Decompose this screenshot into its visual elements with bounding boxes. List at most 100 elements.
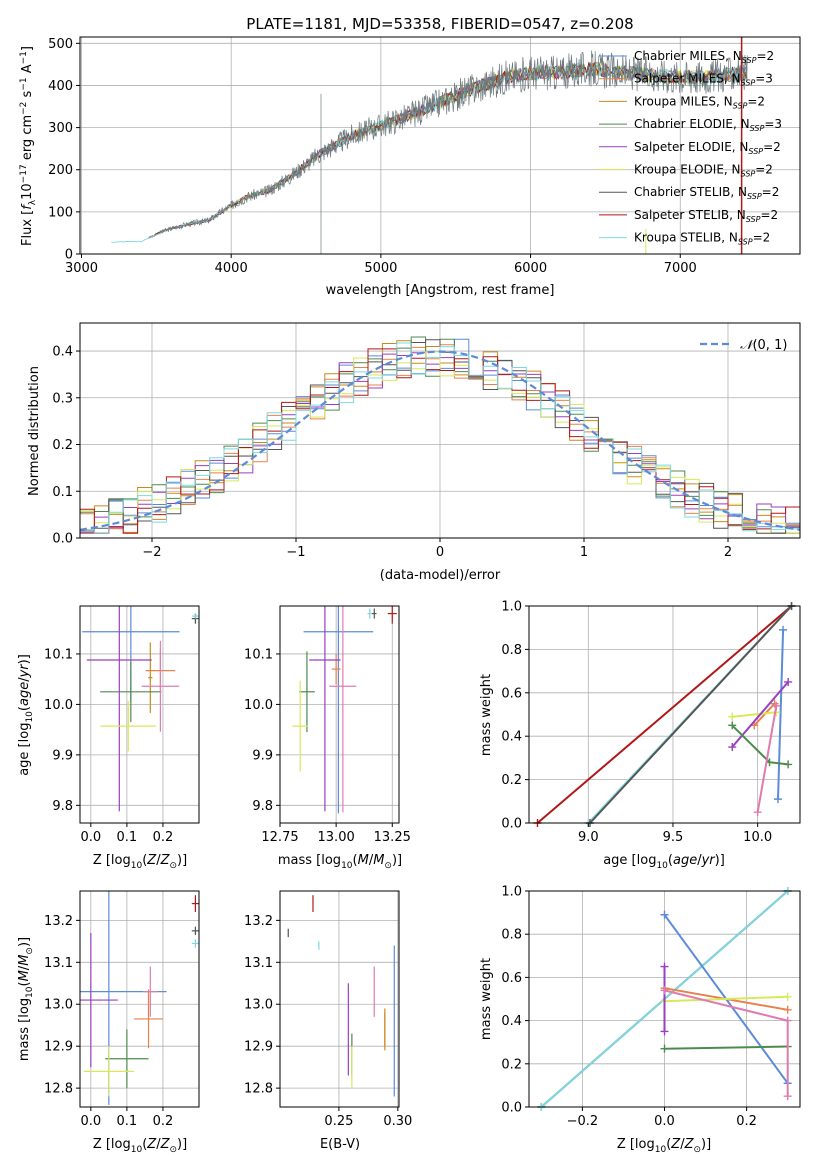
plot-area-residuals (79, 336, 801, 534)
panel-mass_vs_ebv: 0.25 0.30 12.8 12.9 13.0 13.1 13.2 E(B-V) (244, 890, 412, 1152)
y-tick-label: 13.2 (44, 914, 73, 929)
x-tick-label: 0.0 (654, 1114, 675, 1129)
spectrum-model-kroupa_stelib (111, 61, 748, 243)
plot-area-age_vs_Z (82, 606, 199, 812)
x-tick-label: 0.2 (153, 1114, 174, 1129)
y-tick-label: 0 (65, 248, 73, 263)
x-tick-label: −1 (286, 545, 305, 560)
x-axis-label: Z [log10(Z/Z⊙)] (617, 1137, 711, 1155)
plot-area-massweight_vs_age (533, 602, 796, 827)
normal-curve (79, 350, 801, 531)
line-salpeter_miles (753, 702, 776, 727)
panel-spectrum: 3000 4000 5000 6000 7000 0 100 200 300 400 500 Chab… (19, 36, 801, 298)
legend-label: Salpeter MILES, NSSP=3 (634, 72, 773, 88)
marker-salpeter_elodie (784, 677, 793, 686)
y-tick-label: 0.2 (501, 773, 522, 788)
marker-chabrier_miles (660, 910, 669, 919)
y-tick-label: 9.8 (52, 799, 73, 814)
y-tick-label: 9.9 (52, 748, 73, 763)
y-tick-label: 13.0 (44, 998, 73, 1013)
histogram-kroupa_elodie (80, 351, 800, 534)
y-tick-label: 400 (48, 79, 73, 94)
y-tick-label: 0.1 (52, 485, 73, 500)
x-axis-label: E(B-V) (320, 1137, 360, 1152)
legend-label: Kroupa ELODIE, NSSP=2 (634, 163, 773, 179)
y-tick-label: 0.8 (501, 928, 522, 943)
y-tick-label: 0.8 (501, 643, 522, 658)
x-axis-label: Z [log10(Z/Z⊙)] (93, 853, 187, 871)
line-salpeter_elodie (731, 681, 789, 748)
x-tick-label: 0.0 (80, 1114, 101, 1129)
plot-area-spectrum (111, 37, 748, 254)
points-mass_vs_ebv (287, 895, 395, 1097)
axes-frame (79, 890, 200, 1108)
y-tick-label: 12.9 (244, 1040, 273, 1055)
y-axis-label: Normed distribution (27, 366, 42, 496)
y-tick-label: 10.0 (244, 698, 273, 713)
y-tick-label: 13.0 (244, 998, 273, 1013)
axes-frame (279, 605, 400, 824)
x-tick-label: 2 (724, 545, 732, 560)
x-tick-label: 13.25 (374, 830, 411, 845)
spectrum-observed (159, 50, 748, 235)
x-tick-label: 1 (580, 545, 588, 560)
y-tick-label: 0.3 (52, 391, 73, 406)
y-tick-label: 500 (48, 37, 73, 52)
x-axis-label: mass [log10(M/M⊙)] (278, 853, 402, 871)
y-tick-label: 200 (48, 163, 73, 178)
y-tick-label: 9.8 (252, 799, 273, 814)
y-tick-label: 10.1 (44, 647, 73, 662)
y-axis-label: mass [log10(M/M⊙)] (17, 937, 35, 1061)
y-tick-label: 0.2 (52, 438, 73, 453)
y-tick-label: 10.1 (244, 647, 273, 662)
x-tick-label: 5000 (364, 261, 397, 276)
y-tick-label: 0.0 (501, 817, 522, 832)
x-tick-label: 0.1 (117, 1114, 138, 1129)
marker-kroupa_elodie (783, 992, 792, 1001)
axes-frame (79, 322, 801, 539)
legend-label: Chabrier STELIB, NSSP=2 (634, 185, 779, 201)
y-tick-label: 0.4 (501, 1014, 522, 1029)
x-tick-label: 0 (436, 545, 444, 560)
y-tick-label: 12.9 (44, 1040, 73, 1055)
y-tick-label: 0.6 (501, 971, 522, 986)
x-tick-label: 0.25 (324, 1114, 353, 1129)
x-axis-label: wavelength [Angstrom, rest frame] (326, 283, 555, 298)
y-tick-label: 100 (48, 205, 73, 220)
plot-area-mass_vs_ebv (287, 895, 395, 1097)
legend-label: Salpeter ELODIE, NSSP=2 (634, 140, 781, 156)
marker-pink (783, 1016, 792, 1025)
y-tick-label: 1.0 (501, 600, 522, 615)
x-tick-label: −0.2 (567, 1114, 599, 1129)
x-tick-label: 0.1 (117, 830, 138, 845)
x-tick-label: 6000 (514, 261, 547, 276)
panel-residuals: −2 −1 0 1 2 0.0 0.1 0.2 0.3 0.4 𝒩(0, 1) (data-model… (27, 322, 801, 583)
marker-salpeter_miles (783, 1005, 792, 1014)
x-tick-label: 9.0 (578, 830, 599, 845)
y-axis-label: mass weight (479, 958, 494, 1040)
axes-frame (528, 890, 801, 1108)
x-tick-label: 7000 (664, 261, 697, 276)
marker-kroupa_elodie (728, 712, 737, 721)
marker-pink (660, 986, 669, 995)
y-tick-label: 0.6 (501, 686, 522, 701)
marker-salpeter_elodie (728, 743, 737, 752)
legend-label: Kroupa MILES, NSSP=2 (634, 94, 765, 110)
x-tick-label: 0.2 (736, 1114, 757, 1129)
legend-label: Kroupa STELIB, NSSP=2 (634, 231, 770, 247)
plot-area-mass_vs_Z (80, 891, 199, 1105)
y-tick-label: 0.2 (501, 1057, 522, 1072)
y-tick-label: 12.8 (44, 1082, 73, 1097)
line-chabrier_elodie (664, 1045, 788, 1050)
points-age_vs_Z (82, 606, 199, 812)
y-tick-label: 13.1 (244, 956, 273, 971)
panel-age_vs_mass: 12.75 13.00 13.25 9.8 9.9 10.0 10.1 mass [log10… (244, 605, 411, 871)
marker-chabrier_elodie (728, 721, 737, 730)
panel-massweight_vs_Z: −0.2 0.0 0.2 0.0 0.2 0.4 0.6 0.8 1.0 Z [log10(Z/Z… (479, 885, 801, 1155)
marker-salpeter_elodie (660, 1027, 669, 1036)
marker-chabrier_elodie (660, 1044, 669, 1053)
legend-label: Chabrier MILES, NSSP=2 (634, 49, 774, 65)
legend-label-normal: 𝒩(0, 1) (740, 338, 787, 353)
panel-massweight_vs_age: 9.0 9.5 10.0 0.0 0.2 0.4 0.6 0.8 1.0 age [log10(a… (479, 600, 801, 871)
y-tick-label: 0.0 (52, 532, 73, 547)
